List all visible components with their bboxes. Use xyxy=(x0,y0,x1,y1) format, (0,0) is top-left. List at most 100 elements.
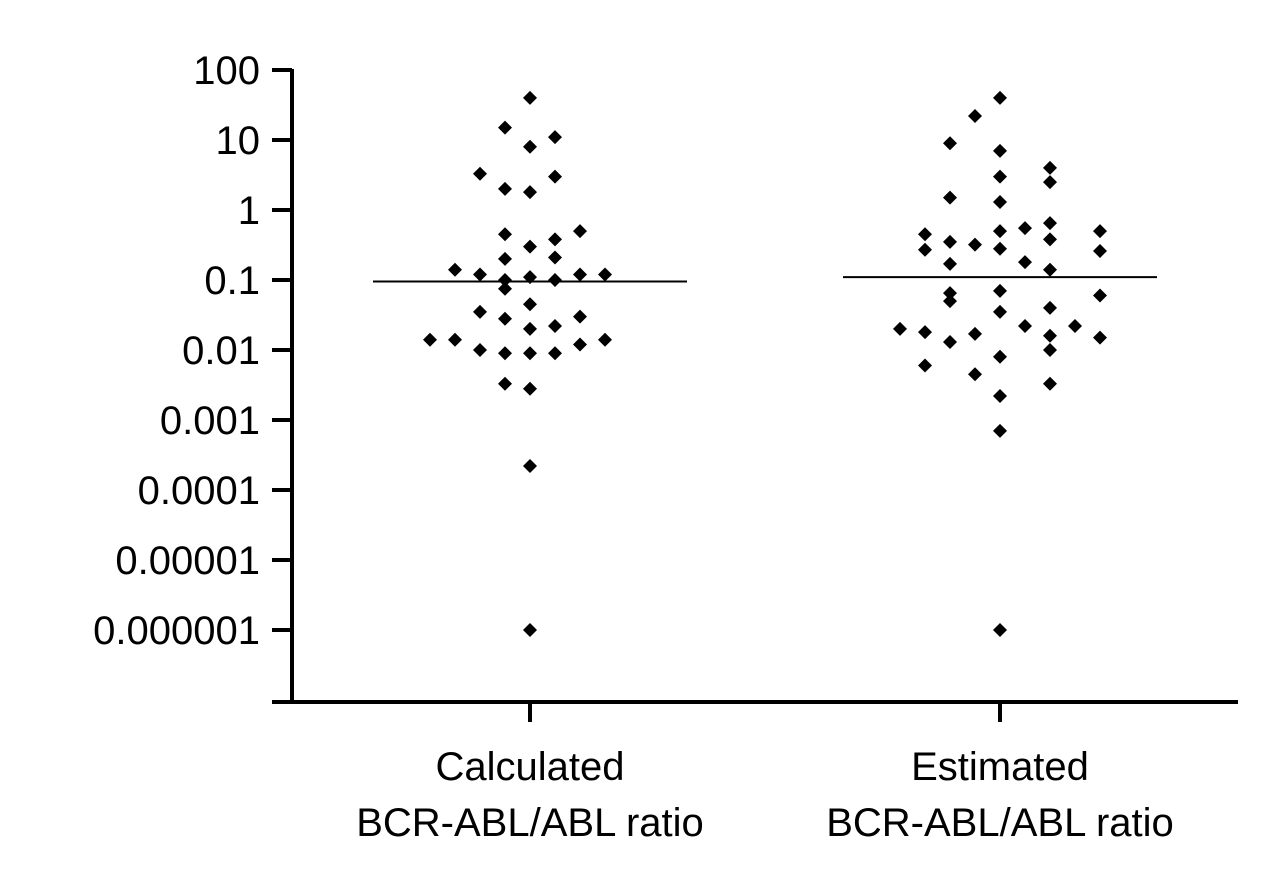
data-point xyxy=(993,623,1007,637)
data-point xyxy=(498,181,512,196)
data-point xyxy=(1043,262,1057,277)
data-point xyxy=(993,304,1007,319)
data-point xyxy=(473,166,487,181)
data-point xyxy=(548,346,562,361)
data-point xyxy=(1018,255,1032,270)
data-point xyxy=(1068,319,1082,334)
data-point xyxy=(993,389,1007,404)
data-point xyxy=(573,267,587,282)
y-tick-label: 0.000001 xyxy=(93,609,260,653)
data-point xyxy=(943,234,957,249)
data-point xyxy=(918,242,932,257)
data-point xyxy=(968,237,982,252)
data-point xyxy=(523,139,537,154)
data-point xyxy=(573,224,587,239)
data-point xyxy=(548,250,562,265)
data-point xyxy=(523,459,537,474)
y-tick-label: 0.001 xyxy=(160,399,260,443)
category-label-line1: Estimated xyxy=(911,745,1089,789)
data-point xyxy=(993,195,1007,210)
data-point xyxy=(523,270,537,285)
data-point xyxy=(968,367,982,382)
data-point xyxy=(498,281,512,296)
data-point xyxy=(523,623,537,637)
series-group-1 xyxy=(373,90,687,637)
data-point xyxy=(523,90,537,105)
data-point xyxy=(498,311,512,326)
data-point xyxy=(448,332,462,347)
data-point xyxy=(498,251,512,266)
data-point xyxy=(523,321,537,336)
data-point xyxy=(993,224,1007,239)
data-point xyxy=(548,169,562,184)
data-point xyxy=(523,297,537,312)
data-point xyxy=(943,190,957,205)
data-point xyxy=(993,241,1007,256)
data-point xyxy=(993,283,1007,298)
data-point xyxy=(993,90,1007,105)
y-tick-label: 10 xyxy=(216,119,261,163)
series-layer xyxy=(373,90,1157,637)
data-point xyxy=(598,332,612,347)
data-point xyxy=(548,273,562,287)
data-point xyxy=(573,337,587,352)
data-point xyxy=(523,185,537,200)
x-axis: Calculated BCR-ABL/ABL ratio Estimated BCR-… xyxy=(272,700,1238,845)
data-point xyxy=(548,232,562,247)
data-point xyxy=(498,227,512,242)
data-point xyxy=(893,321,907,336)
data-point xyxy=(1093,243,1107,258)
data-point xyxy=(523,381,537,396)
data-point xyxy=(968,326,982,341)
category-label-line2: BCR-ABL/ABL ratio xyxy=(826,801,1174,845)
data-point xyxy=(1043,376,1057,391)
y-tick-label: 1 xyxy=(238,189,260,233)
data-point xyxy=(473,304,487,319)
data-point xyxy=(943,294,957,309)
data-point xyxy=(943,136,957,151)
data-point xyxy=(573,309,587,324)
data-point xyxy=(498,120,512,135)
y-tick-label: 0.00001 xyxy=(115,539,260,583)
data-point xyxy=(918,358,932,373)
y-tick-label: 0.1 xyxy=(204,259,260,303)
data-point xyxy=(548,319,562,334)
data-point xyxy=(968,109,982,124)
data-point xyxy=(1018,319,1032,334)
data-point xyxy=(1043,175,1057,190)
data-point xyxy=(1043,343,1057,357)
data-point xyxy=(1018,221,1032,236)
y-tick-label: 0.0001 xyxy=(138,469,260,513)
data-point xyxy=(993,349,1007,364)
data-point xyxy=(1093,224,1107,239)
y-tick-label: 100 xyxy=(193,49,260,93)
data-point xyxy=(598,267,612,282)
data-point xyxy=(498,346,512,361)
data-point xyxy=(943,335,957,350)
data-point xyxy=(548,130,562,145)
data-point xyxy=(993,423,1007,438)
data-point xyxy=(523,346,537,361)
category-label-line2: BCR-ABL/ABL ratio xyxy=(356,801,704,845)
y-axis: 100 10 1 0.1 0.01 0.001 0.0001 0.00001 0.000001 xyxy=(93,49,294,703)
data-point xyxy=(448,262,462,277)
data-point xyxy=(1043,328,1057,343)
data-point xyxy=(1093,288,1107,303)
data-point xyxy=(1043,300,1057,315)
data-point xyxy=(918,227,932,242)
data-point xyxy=(498,376,512,391)
data-point xyxy=(1043,160,1057,175)
data-point xyxy=(993,169,1007,184)
data-point xyxy=(1043,232,1057,247)
data-point xyxy=(943,286,957,301)
data-point xyxy=(473,343,487,357)
data-point xyxy=(498,273,512,287)
data-point xyxy=(423,332,437,347)
data-point xyxy=(1093,330,1107,345)
category-label-line1: Calculated xyxy=(435,745,624,789)
data-point xyxy=(943,256,957,271)
data-point xyxy=(993,143,1007,158)
data-point xyxy=(1043,216,1057,231)
series-group-2 xyxy=(843,90,1157,637)
